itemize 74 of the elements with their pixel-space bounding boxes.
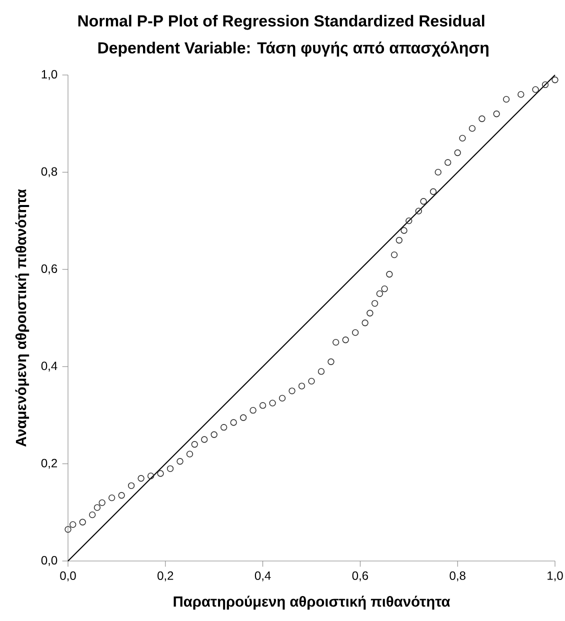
point	[191, 441, 198, 448]
x-tick-label: 0,2	[158, 571, 174, 582]
chart-subtitle: Dependent Variable: Τάση φυγής από απασχόληση	[98, 41, 488, 57]
point	[147, 472, 154, 480]
x-tick-label: 0,8	[450, 571, 466, 582]
point	[420, 198, 427, 205]
point	[396, 236, 402, 244]
point	[376, 290, 384, 298]
y-tick-label: 1,0	[42, 70, 58, 80]
point	[362, 320, 368, 326]
y-tick-label: 0,6	[41, 264, 58, 274]
point	[118, 492, 125, 499]
point	[166, 465, 174, 472]
point	[434, 168, 442, 176]
point	[70, 521, 76, 528]
x-tick-label: 1,0	[548, 571, 563, 582]
point	[79, 518, 86, 526]
point	[430, 188, 437, 195]
point	[400, 227, 408, 234]
point	[381, 286, 388, 292]
y-axis-title: Αναμενόμενη αθροιστική πιθανότητα	[15, 189, 30, 447]
point	[371, 300, 378, 307]
point	[352, 329, 359, 336]
point	[298, 382, 306, 390]
x-axis-title: Παρατηρούμενη αθροιστική πιθανότητα	[174, 596, 450, 610]
point	[444, 159, 452, 166]
point	[459, 134, 466, 142]
chart-title: Normal P-P Plot of Regression Standardized Residual	[78, 14, 484, 30]
point	[230, 419, 237, 426]
point	[415, 208, 422, 214]
point	[186, 450, 194, 458]
x-tick-label: 0,6	[352, 571, 368, 582]
point	[108, 494, 116, 502]
point	[332, 338, 340, 346]
point	[138, 475, 144, 482]
point	[220, 424, 228, 431]
point	[98, 499, 106, 506]
point	[128, 482, 135, 489]
point	[259, 402, 266, 409]
y-tick-label: 0,0	[41, 556, 58, 566]
x-tick-label: 0,4	[254, 571, 271, 582]
point	[454, 149, 461, 156]
point	[366, 310, 374, 316]
point	[176, 458, 184, 465]
point	[94, 504, 101, 511]
point	[386, 270, 393, 278]
point	[542, 81, 549, 88]
point	[552, 76, 558, 84]
x-tick-label: 0,0	[60, 571, 76, 582]
point	[210, 431, 218, 438]
point	[532, 86, 539, 93]
point	[308, 378, 315, 385]
point	[518, 91, 524, 98]
point	[278, 394, 286, 402]
point	[288, 388, 296, 394]
point	[406, 217, 412, 224]
point	[318, 368, 325, 375]
y-tick-label: 0,8	[41, 167, 58, 178]
point	[390, 251, 398, 258]
point	[250, 407, 256, 414]
point	[157, 470, 164, 477]
y-tick-label: 0,2	[41, 458, 57, 469]
point	[342, 336, 349, 344]
point	[240, 414, 247, 421]
point	[478, 115, 486, 122]
point	[64, 526, 72, 533]
point	[89, 511, 96, 518]
y-tick-label: 0,4	[41, 362, 58, 372]
point	[328, 358, 334, 366]
point	[493, 110, 500, 118]
point	[468, 125, 476, 132]
point	[269, 400, 276, 406]
point	[201, 436, 208, 443]
point	[502, 96, 510, 103]
